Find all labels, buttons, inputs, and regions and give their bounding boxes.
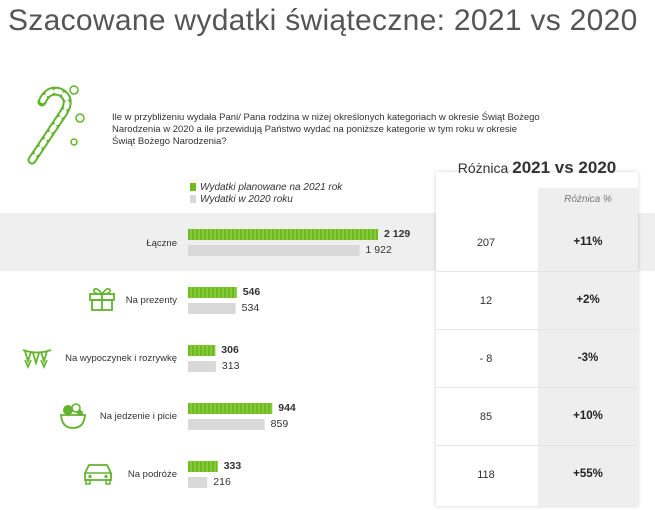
percent-column: [538, 188, 638, 506]
legend-swatch-actual: [190, 195, 196, 203]
difference-header-prefix: Różnica: [457, 160, 509, 176]
legend-planned-label: Wydatki planowane na 2021 rok: [200, 182, 343, 193]
bar-planned-3: [188, 403, 273, 414]
difference-value-4: 118: [477, 469, 495, 481]
difference-value-3: 85: [479, 411, 493, 423]
category-label-gifts: Na prezenty: [125, 295, 177, 306]
bar-label-actual-2: 313: [221, 360, 240, 372]
difference-header: Różnica 2021 vs 2020: [436, 158, 638, 178]
candy-cane-icon: [27, 85, 85, 165]
percent-value-1: +2%: [576, 294, 600, 306]
bar-label-planned-2: 306: [221, 344, 239, 356]
bar-actual-0: [188, 245, 360, 256]
bar-label-planned-4: 333: [223, 460, 242, 472]
row-separator: [436, 387, 638, 388]
bar-label-planned-3: 944: [278, 402, 296, 414]
bar-planned-2: [188, 345, 216, 356]
percent-value-4: +55%: [573, 468, 603, 480]
bar-label-planned-0: 2 129: [384, 228, 411, 240]
legend-actual-label: Wydatki w 2020 roku: [200, 194, 293, 205]
row-separator: [436, 271, 638, 272]
bar-planned-1: [188, 287, 237, 298]
difference-value-1: 12: [479, 295, 493, 307]
difference-value-0: 207: [476, 237, 496, 249]
gift-icon: [89, 287, 115, 311]
legend-actual: Wydatki w 2020 roku: [190, 194, 293, 205]
page-title: Szacowane wydatki świąteczne: 2021 vs 20…: [8, 4, 638, 37]
bunting-icon: [22, 349, 52, 369]
category-label-travel: Na podróże: [127, 469, 177, 480]
food-bowl-icon: [60, 403, 86, 429]
row-separator: [436, 445, 638, 446]
percent-value-0: +11%: [573, 236, 603, 248]
row-separator: [436, 329, 638, 330]
category-label-food: Na jedzenie i picie: [99, 411, 177, 422]
legend-swatch-planned: [190, 183, 196, 191]
bar-planned-0: [188, 229, 378, 240]
bar-actual-2: [188, 361, 216, 372]
difference-value-2: - 8: [479, 353, 493, 365]
bar-actual-3: [188, 419, 265, 430]
bar-planned-4: [188, 461, 218, 472]
difference-header-years: 2021 vs 2020: [512, 158, 617, 177]
bar-label-actual-3: 859: [270, 418, 289, 430]
bar-label-actual-0: 1 922: [365, 244, 392, 256]
bar-label-actual-1: 534: [241, 302, 260, 314]
bar-actual-1: [188, 303, 236, 314]
legend-planned: Wydatki planowane na 2021 rok: [190, 182, 342, 193]
bar-label-planned-1: 546: [242, 286, 261, 298]
survey-question: Ile w przybliżeniu wydała Pani/ Pana rod…: [112, 112, 540, 147]
bar-label-actual-4: 216: [213, 476, 231, 488]
car-icon: [84, 464, 112, 485]
category-label-total: Łączne: [146, 238, 177, 249]
percent-value-3: +10%: [573, 410, 603, 422]
percent-value-2: -3%: [577, 352, 599, 364]
bar-actual-4: [188, 477, 208, 488]
percent-header: Różnica %: [564, 194, 612, 205]
category-label-leisure: Na wypoczynek i rozrywkę: [65, 353, 177, 364]
